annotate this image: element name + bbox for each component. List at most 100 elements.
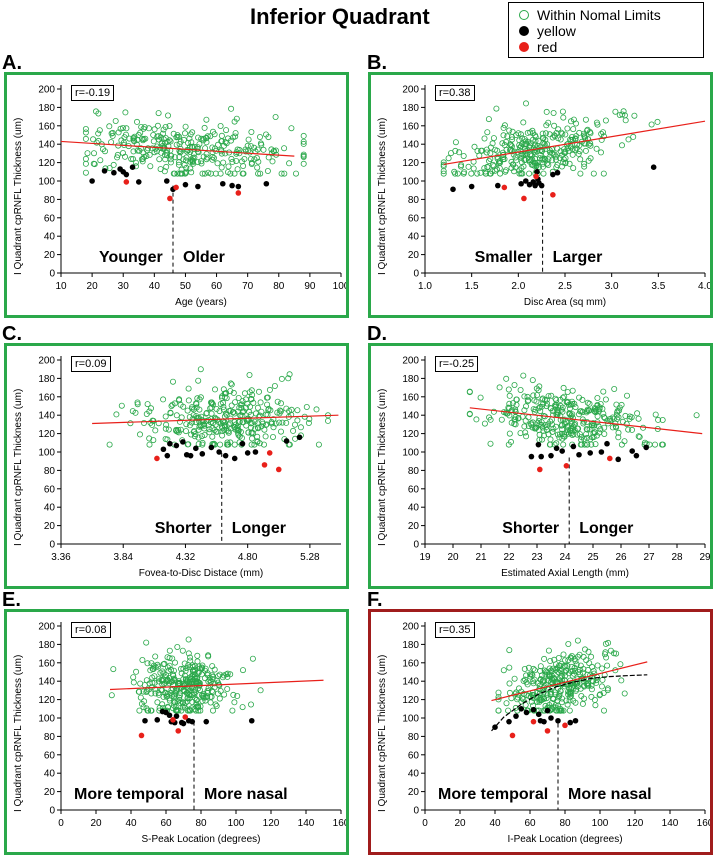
normal-point [195, 669, 202, 676]
normal-point [521, 393, 528, 400]
normal-point [258, 141, 265, 148]
yellow-point [548, 715, 554, 721]
normal-point [506, 647, 513, 654]
normal-point [554, 162, 561, 169]
normal-point [166, 123, 173, 130]
normal-point [173, 412, 180, 419]
normal-point [517, 430, 524, 437]
normal-point [254, 164, 261, 171]
y-axis-label: I Quadrant cpRNFL Thickness (um) [13, 117, 24, 275]
red-point [182, 714, 189, 720]
normal-point [522, 403, 529, 410]
r-value: r=0.35 [435, 622, 475, 638]
normal-point [452, 170, 459, 177]
normal-point [458, 162, 465, 169]
normal-point [130, 148, 137, 155]
normal-point [474, 148, 481, 155]
y-tick-label: 180 [402, 103, 419, 114]
yellow-point [296, 434, 303, 441]
normal-point [620, 108, 627, 115]
red-point [544, 728, 551, 734]
normal-point [272, 420, 279, 427]
normal-point [162, 135, 169, 142]
normal-point [583, 426, 590, 433]
normal-point [569, 427, 576, 434]
y-tick-label: 60 [44, 750, 56, 761]
normal-point [206, 674, 213, 681]
yellow-point [544, 707, 551, 714]
normal-point [201, 170, 208, 177]
yellow-point [598, 449, 605, 455]
normal-point [594, 395, 601, 402]
y-tick-label: 200 [402, 85, 419, 96]
normal-point [181, 704, 188, 711]
normal-point [659, 441, 666, 448]
normal-point [576, 431, 583, 438]
normal-point [183, 157, 190, 164]
normal-point [150, 132, 157, 139]
normal-point [521, 666, 528, 673]
normal-point [300, 138, 307, 145]
y-tick-label: 100 [402, 177, 419, 188]
yellow-point [553, 445, 560, 452]
normal-point [201, 667, 208, 674]
normal-point [564, 125, 571, 132]
normal-point [615, 434, 622, 441]
black-dot-icon [519, 26, 529, 36]
y-tick-label: 100 [38, 714, 55, 725]
y-tick-label: 160 [402, 658, 419, 669]
normal-point [147, 405, 154, 412]
normal-point [140, 420, 147, 427]
normal-point [162, 156, 169, 163]
normal-point [278, 170, 285, 177]
normal-point [481, 165, 488, 172]
normal-point [177, 665, 184, 672]
normal-point [249, 392, 256, 399]
normal-point [106, 441, 113, 448]
normal-point [597, 426, 604, 433]
normal-point [179, 704, 186, 711]
normal-point [219, 432, 226, 439]
yellow-point [167, 440, 173, 447]
normal-point [258, 408, 265, 415]
normal-point [286, 408, 293, 415]
normal-point [604, 662, 611, 669]
normal-point [211, 386, 218, 393]
normal-point [581, 133, 588, 140]
normal-point [504, 133, 511, 140]
y-axis-label: I Quadrant cpRNFL Thickness (um) [377, 654, 388, 812]
x-axis-label: Fovea-to-Disc Distace (mm) [138, 568, 264, 579]
normal-point [601, 415, 608, 422]
normal-point [195, 377, 202, 384]
right-region-label: Larger [552, 249, 603, 266]
normal-point [163, 693, 170, 700]
normal-point [529, 672, 536, 679]
x-tick-label: 3.0 [605, 281, 619, 292]
normal-point [254, 146, 261, 153]
normal-point [185, 650, 192, 657]
figure-title: Inferior Quadrant [250, 4, 430, 29]
normal-point [139, 137, 146, 144]
x-axis-label: Age (years) [175, 297, 227, 308]
normal-point [197, 703, 204, 710]
normal-point [196, 687, 203, 694]
normal-point [271, 383, 278, 390]
normal-point [577, 662, 584, 669]
yellow-point [89, 178, 95, 184]
normal-point [587, 436, 594, 443]
normal-point [188, 705, 195, 712]
y-tick-label: 80 [408, 466, 420, 477]
normal-point [613, 409, 620, 416]
normal-point [256, 134, 263, 141]
normal-point [117, 125, 124, 132]
normal-point [266, 386, 273, 393]
normal-point [525, 414, 532, 421]
y-tick-label: 40 [408, 232, 420, 243]
normal-point [578, 436, 585, 443]
normal-point [533, 424, 540, 431]
yellow-point [173, 713, 180, 719]
x-tick-label: 100 [333, 281, 346, 292]
normal-point [233, 115, 240, 122]
normal-point [560, 384, 567, 391]
normal-point [164, 112, 171, 119]
